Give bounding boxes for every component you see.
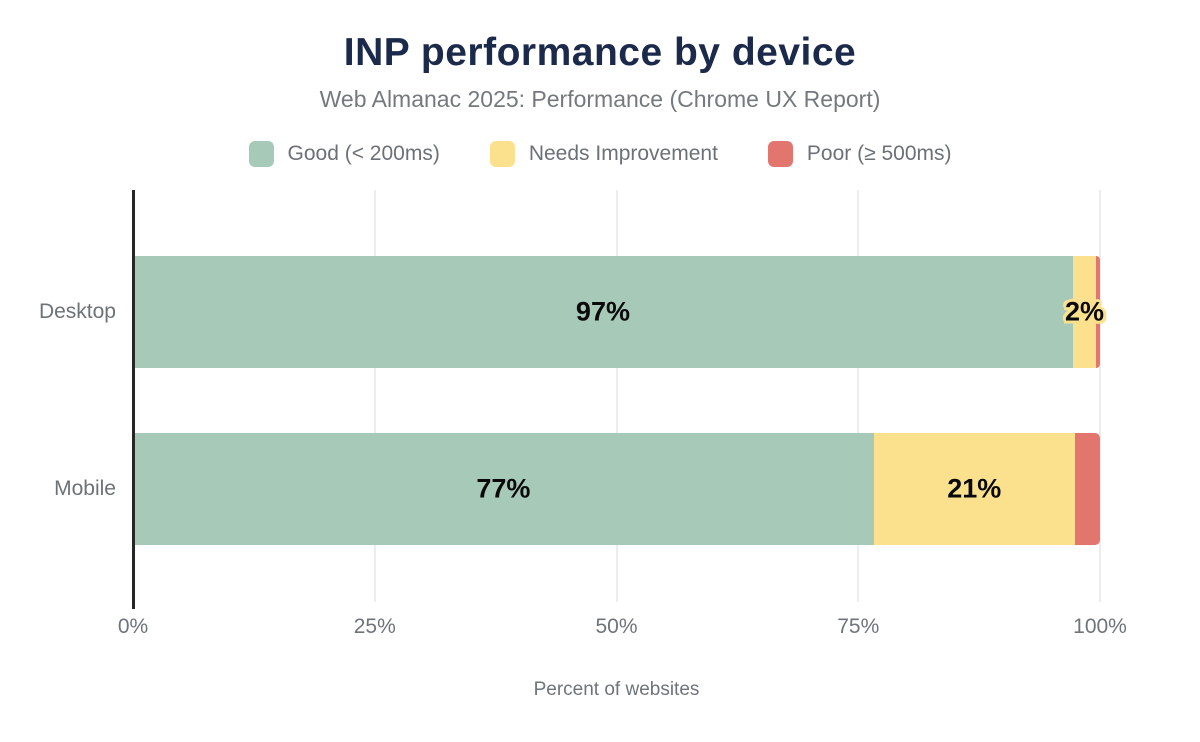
chart-header: INP performance by device Web Almanac 20… [0,30,1200,113]
bar-desktop: 97% 2% [133,256,1104,368]
x-tick-75: 75% [837,615,880,638]
bar-segment-mobile-1: 21% [873,433,1075,545]
legend-label: Needs Improvement [528,142,718,165]
bar-segment-desktop-1: 2% [1065,256,1104,368]
legend-label: Good (< 200ms) [287,142,440,165]
gridline-100 [1099,190,1101,602]
legend-item-2: Poor (≥ 500ms) [767,141,952,167]
legend-swatch-icon [248,141,274,167]
value-label: 2% [1065,296,1105,327]
chart-subtitle: Web Almanac 2025: Performance (Chrome UX… [319,85,881,112]
x-tick-0: 0% [117,615,149,638]
category-label-desktop: Desktop [38,300,116,323]
chart-legend: Good (< 200ms) Needs Improvement Poor (≥ 5… [0,141,1200,167]
category-label-mobile: Mobile [54,477,116,500]
gridline-25 [373,190,376,602]
bar-segment-mobile-2 [1074,433,1100,545]
bar-segment-desktop-0: 97% [133,256,1073,368]
x-tick-50: 50% [595,615,638,638]
legend-item-0: Good (< 200ms) [248,141,440,167]
bar-segment-mobile-0: 77% [133,433,874,545]
legend-swatch-icon [489,141,515,167]
bar-mobile: 77% 21% [133,433,1100,545]
legend-swatch-icon [767,141,793,167]
chart-title: INP performance by device [343,31,857,74]
gridline-75 [857,190,860,602]
value-label: 97% [575,296,630,327]
y-axis-line [132,190,135,609]
legend-item-1: Needs Improvement [489,141,718,167]
value-label: 77% [476,473,531,504]
x-tick-100: 100% [1073,615,1127,638]
gridline-50 [615,190,618,602]
legend-label: Poor (≥ 500ms) [806,142,952,165]
value-label: 21% [947,473,1002,504]
bar-segment-desktop-2 [1096,256,1100,368]
plot-area: 97% 2% 77% 21% [133,190,1104,602]
x-tick-25: 25% [353,615,396,638]
x-axis-title: Percent of websites [533,679,700,700]
